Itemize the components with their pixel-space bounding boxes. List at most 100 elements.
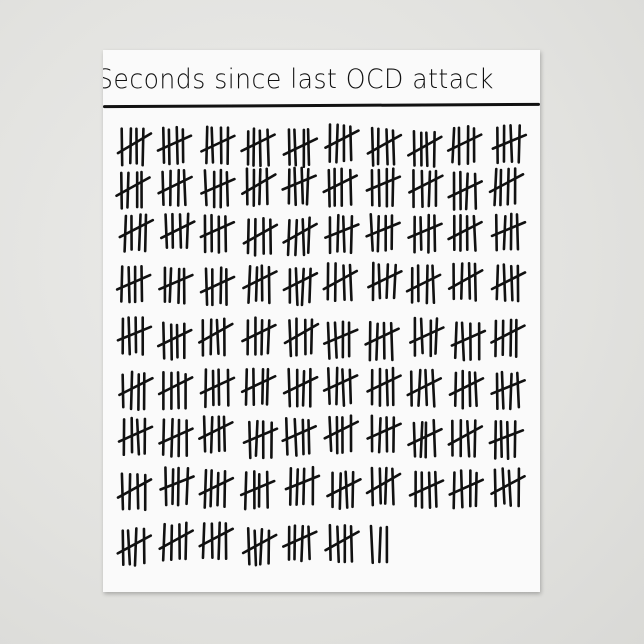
tally-mark — [517, 124, 522, 164]
tally-mark — [377, 168, 381, 208]
tally-group — [242, 419, 279, 460]
tally-group — [118, 370, 154, 411]
tally-cross-mark — [242, 223, 279, 245]
tally-group — [242, 217, 279, 257]
postcard: Seconds since last OCD attack — [103, 50, 540, 592]
tally-mark — [385, 368, 389, 407]
tally-cross-mark — [116, 325, 153, 342]
tally-mark — [265, 470, 269, 509]
tally-mark — [176, 371, 180, 410]
tally-mark — [307, 419, 311, 455]
tally-cross-mark — [490, 220, 527, 238]
tally-cross-mark — [241, 323, 277, 343]
tally-mark — [306, 216, 311, 255]
tally-mark — [294, 267, 299, 307]
tally-mark — [301, 217, 306, 257]
tally-group — [490, 263, 527, 303]
tally-cross-mark — [282, 137, 319, 156]
tally-mark — [203, 169, 208, 207]
tally-group — [447, 418, 484, 458]
tally-group — [326, 470, 362, 510]
tally-row — [115, 166, 525, 211]
tally-group — [448, 469, 485, 510]
tally-mark — [202, 415, 207, 453]
tally-mark — [258, 168, 262, 206]
tally-cross-mark — [200, 134, 236, 153]
tally-mark — [217, 521, 222, 561]
tally-mark — [137, 213, 142, 252]
tally-cross-mark — [284, 474, 321, 491]
tally-mark — [121, 373, 125, 409]
tally-cross-mark — [408, 174, 444, 194]
tally-mark — [287, 128, 291, 166]
tally-cross-mark — [116, 132, 153, 155]
tally-cross-mark — [116, 534, 153, 555]
tally-group — [116, 127, 153, 167]
tally-mark — [432, 418, 437, 458]
tally-cross-mark — [490, 324, 526, 344]
tally-mark — [468, 370, 472, 408]
tally-mark — [219, 266, 223, 305]
tally-mark — [392, 263, 398, 300]
card-title: Seconds since last OCD attack — [103, 64, 494, 95]
tally-cross-mark — [198, 322, 234, 344]
tally-mark — [216, 471, 220, 507]
tally-mark — [472, 214, 477, 252]
tally-mark — [141, 127, 145, 167]
tally-mark — [265, 167, 269, 206]
tally-cross-mark — [240, 133, 276, 153]
tally-cross-mark — [447, 425, 484, 446]
tally-mark — [378, 526, 382, 564]
tally-mark — [295, 468, 300, 506]
tally-cross-mark — [199, 220, 236, 239]
tally-mark — [473, 262, 478, 302]
tally-cross-mark — [158, 427, 194, 445]
tally-mark — [217, 368, 221, 406]
tally-group — [200, 168, 236, 209]
tally-cross-mark — [365, 472, 402, 495]
tally-mark — [467, 261, 472, 300]
tally-group — [199, 266, 236, 307]
tally-mark — [348, 168, 353, 206]
tally-mark — [509, 318, 513, 357]
tally-cross-mark — [488, 173, 525, 194]
tally-cross-mark — [283, 322, 320, 345]
tally-cross-mark — [159, 220, 196, 240]
tally-mark — [509, 123, 514, 164]
tally-mark — [182, 168, 187, 207]
tally-mark — [258, 129, 262, 168]
tally-group — [365, 167, 402, 208]
tally-mark — [370, 466, 375, 507]
tally-cross-mark — [323, 420, 360, 440]
tally-cross-mark — [116, 478, 153, 499]
tally-mark — [176, 168, 181, 207]
tally-group — [324, 523, 360, 564]
tally-group — [366, 414, 402, 454]
tally-cross-mark — [365, 221, 401, 238]
tally-group — [405, 264, 442, 305]
tally-mark — [293, 166, 298, 207]
tally-mark — [286, 218, 291, 257]
tally-mark — [377, 416, 382, 454]
tally-cross-mark — [324, 530, 360, 552]
tally-mark — [464, 172, 469, 211]
tally-group — [115, 170, 151, 210]
tally-mark — [434, 317, 439, 355]
tally-cross-mark — [448, 377, 485, 396]
tally-group — [284, 465, 321, 506]
tally-mark — [223, 469, 227, 509]
tally-cross-mark — [322, 374, 359, 392]
tally-cross-mark — [447, 269, 484, 291]
tally-cross-mark — [409, 326, 445, 344]
tally-group — [407, 418, 443, 459]
tally-mark — [385, 263, 390, 300]
tally-mark — [309, 318, 314, 355]
tally-group — [324, 123, 360, 164]
tally-group — [369, 524, 389, 565]
tally-cross-mark — [157, 376, 194, 396]
tally-mark — [369, 524, 375, 565]
tally-cross-mark — [281, 424, 317, 443]
tally-mark — [254, 266, 259, 302]
tally-mark — [177, 267, 181, 305]
tally-cross-mark — [488, 429, 525, 445]
